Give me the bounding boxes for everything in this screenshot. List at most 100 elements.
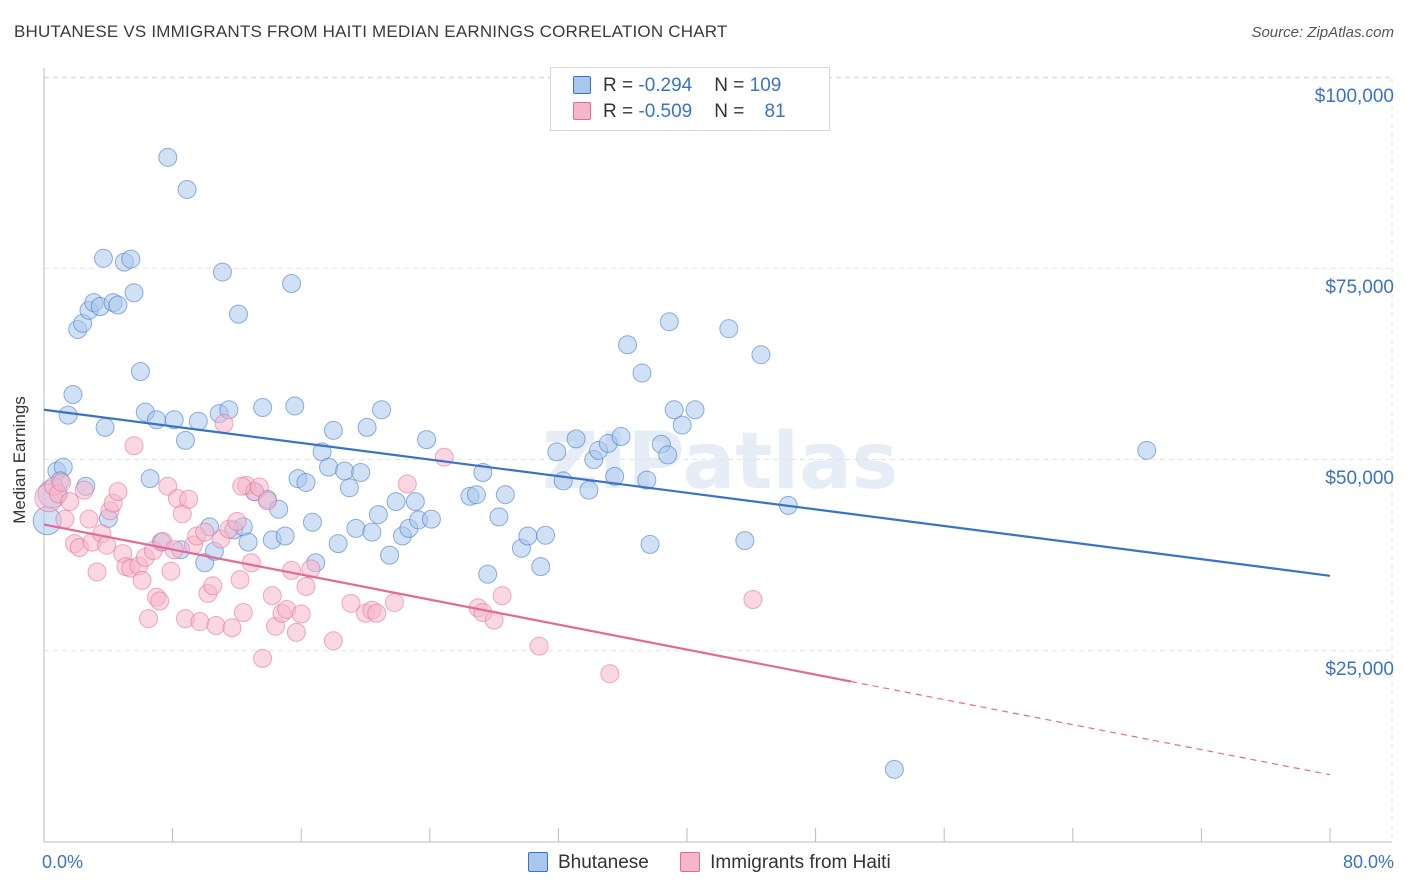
series-1-point-8 xyxy=(74,480,94,500)
series-0-point-45 xyxy=(282,274,302,294)
series-0-point-92 xyxy=(637,470,657,490)
legend-n-label: N = xyxy=(714,75,750,96)
series-0-point-5 xyxy=(63,384,83,404)
y-tick-label-50000: $50,000 xyxy=(1325,468,1394,489)
series-0-point-23 xyxy=(158,147,178,167)
series-1-point-47 xyxy=(227,511,247,531)
series-0-point-24 xyxy=(164,410,184,430)
x-tick-label-min: 0.0% xyxy=(42,852,84,872)
series-1-trend-line xyxy=(43,523,852,683)
series-1-point-44 xyxy=(214,414,234,434)
series-0-point-26 xyxy=(175,430,195,450)
series-0-point-93 xyxy=(640,534,660,554)
series-1-point-16 xyxy=(108,482,128,502)
series-1-point-24 xyxy=(138,609,158,629)
series-0-point-46 xyxy=(285,396,305,416)
series-0-point-16 xyxy=(93,248,113,268)
series-1-point-62 xyxy=(291,604,311,624)
series-1-point-4 xyxy=(55,509,75,529)
series-0-point-54 xyxy=(328,534,348,554)
series-1-point-76 xyxy=(492,586,512,606)
series-0-trend-line xyxy=(43,408,1331,577)
series-0-point-44 xyxy=(275,526,295,546)
series-1-point-48 xyxy=(230,570,250,590)
series-1-point-61 xyxy=(286,622,306,642)
legend-swatch-pink xyxy=(680,852,701,872)
legend-item-label: Immigrants from Haiti xyxy=(710,852,891,873)
y-axis-label: Median Earnings xyxy=(10,396,29,524)
series-0-point-49 xyxy=(302,512,322,532)
series-0-point-69 xyxy=(417,430,437,450)
series-0-point-64 xyxy=(386,492,406,512)
series-0-point-82 xyxy=(553,471,573,491)
legend-n-value: 81 xyxy=(764,101,786,122)
series-1-point-54 xyxy=(253,648,273,668)
series-legend: Bhutanese Immigrants from Haiti xyxy=(528,852,917,874)
series-0-point-53 xyxy=(323,420,343,440)
legend-row-haiti: R = -0.509 N = 81 xyxy=(573,101,786,127)
chart-title: BHUTANESE VS IMMIGRANTS FROM HAITI MEDIA… xyxy=(14,22,728,41)
series-1-point-66 xyxy=(341,593,361,613)
series-0-point-75 xyxy=(489,507,509,527)
legend-n-label: N = xyxy=(714,101,750,122)
series-1-point-72 xyxy=(434,447,454,467)
series-1-point-3 xyxy=(52,472,72,492)
series-0-point-18 xyxy=(130,362,150,382)
series-0-point-78 xyxy=(518,526,538,546)
series-0-point-48 xyxy=(296,472,316,492)
legend-item-label: Bhutanese xyxy=(558,852,649,873)
series-0-point-104 xyxy=(884,759,904,779)
series-0-point-83 xyxy=(566,429,586,449)
correlation-legend: R = -0.294 N = 109 R = -0.509 N = 81 xyxy=(550,67,830,131)
series-0-point-61 xyxy=(368,505,388,525)
series-0-point-59 xyxy=(357,417,377,437)
series-1-point-64 xyxy=(301,559,321,579)
series-1-point-80 xyxy=(232,476,252,496)
series-0-point-81 xyxy=(547,442,567,462)
series-1-point-71 xyxy=(397,474,417,494)
series-0-point-15 xyxy=(121,249,141,269)
series-1-point-11 xyxy=(87,562,107,582)
source-label: Source: ZipAtlas.com xyxy=(1251,24,1394,41)
series-0-point-98 xyxy=(672,415,692,435)
series-0-point-74 xyxy=(478,564,498,584)
series-1-point-63 xyxy=(296,576,316,596)
series-0-point-89 xyxy=(611,427,631,447)
series-0-point-28 xyxy=(188,411,208,431)
series-1-trend-extension xyxy=(850,680,1331,776)
series-0-point-57 xyxy=(346,518,366,538)
series-0-point-91 xyxy=(632,363,652,383)
series-0-point-17 xyxy=(124,283,144,303)
series-1-point-42 xyxy=(206,616,226,636)
legend-r-value: -0.509 xyxy=(638,101,693,122)
series-1-point-5 xyxy=(60,492,80,512)
series-0-point-97 xyxy=(664,400,684,420)
legend-r-label: R = xyxy=(603,75,639,96)
series-1-point-30 xyxy=(161,561,181,581)
series-0-point-79 xyxy=(531,557,551,577)
series-0-point-102 xyxy=(751,345,771,365)
series-0-point-62 xyxy=(372,400,392,420)
series-1-point-55 xyxy=(257,491,277,511)
series-0-point-84 xyxy=(579,480,599,500)
y-tick-label-100000: $100,000 xyxy=(1314,86,1394,107)
series-1-point-79 xyxy=(743,589,763,609)
series-0-point-100 xyxy=(719,319,739,339)
legend-item-bhutanese[interactable]: Bhutanese xyxy=(528,852,649,874)
legend-item-haiti[interactable]: Immigrants from Haiti xyxy=(680,852,891,874)
series-0-point-67 xyxy=(405,492,425,512)
series-0-point-20 xyxy=(140,469,160,489)
legend-swatch-pink xyxy=(573,102,591,120)
series-1-point-27 xyxy=(150,591,170,611)
series-0-point-38 xyxy=(238,532,258,552)
series-0-point-4 xyxy=(58,405,78,425)
series-1-point-49 xyxy=(233,603,253,622)
series-0-point-70 xyxy=(421,509,441,529)
legend-r-label: R = xyxy=(603,101,639,122)
series-0-point-33 xyxy=(212,262,232,282)
legend-swatch-blue xyxy=(528,852,548,872)
series-1-point-38 xyxy=(190,612,210,632)
series-1-point-65 xyxy=(323,631,343,651)
y-tick-label-25000: $25,000 xyxy=(1325,659,1394,680)
